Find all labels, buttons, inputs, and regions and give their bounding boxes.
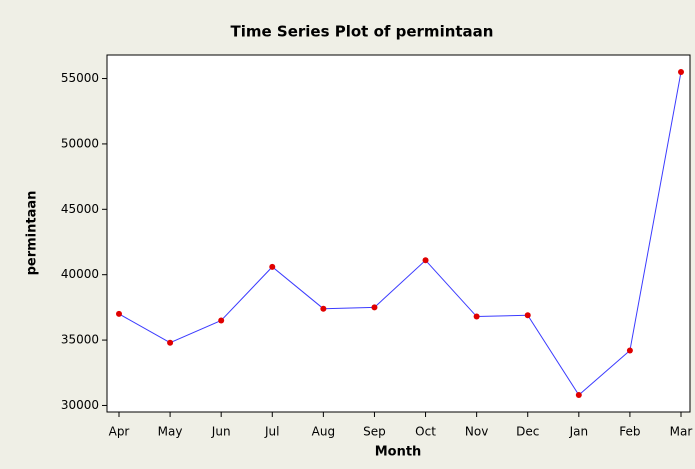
x-tick-label: Feb [619, 425, 640, 439]
x-tick-label: Apr [109, 425, 130, 439]
plot-area [106, 54, 691, 413]
data-point [524, 312, 531, 319]
data-point [473, 313, 480, 320]
x-tick-label: Dec [516, 425, 539, 439]
x-tick-label: Mar [670, 425, 693, 439]
data-point [371, 304, 378, 311]
x-axis-label: Month [375, 445, 422, 460]
x-tick-label: Jun [211, 425, 231, 439]
y-tick-label: 40000 [61, 267, 99, 281]
data-point [678, 69, 684, 75]
y-tick-label: 50000 [61, 136, 99, 150]
y-tick-label: 55000 [61, 71, 99, 85]
data-point [626, 347, 633, 354]
x-tick-label: Sep [363, 425, 386, 439]
x-tick-label: Jan [569, 425, 589, 439]
x-tick-label: Aug [312, 425, 335, 439]
data-point [422, 257, 429, 264]
x-tick-label: Nov [465, 425, 488, 439]
data-point [218, 317, 225, 324]
x-tick-label: Oct [415, 425, 436, 439]
data-point [116, 310, 122, 317]
x-tick-label: May [158, 425, 183, 439]
y-tick-label: 45000 [61, 202, 99, 216]
x-tick-label: Jul [264, 425, 279, 439]
series-line [118, 71, 682, 396]
chart-title: Time Series Plot of permintaan [231, 23, 494, 41]
data-point [320, 305, 327, 312]
data-point [575, 392, 582, 398]
data-point [167, 339, 174, 346]
y-axis-label: permintaan [25, 191, 40, 276]
y-tick-label: 30000 [61, 398, 99, 412]
y-tick-label: 35000 [61, 333, 99, 347]
data-point [269, 263, 276, 270]
